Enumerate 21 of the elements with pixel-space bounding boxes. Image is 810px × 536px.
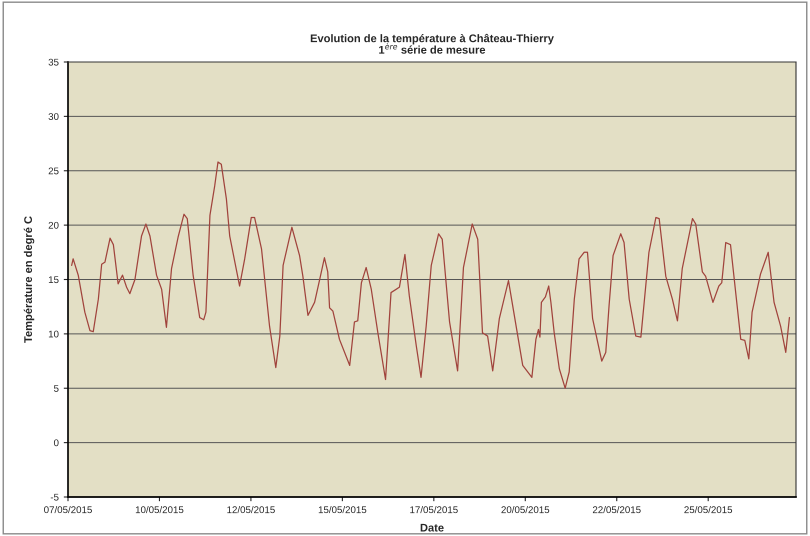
x-tick-label: 15/05/2015: [318, 506, 366, 514]
chart-title: Evolution de la température à Château-Thierry 1$^{ère}$ série de mesure: [310, 34, 554, 54]
x-tick-label: 25/05/2015: [684, 506, 732, 514]
y-tick-label: 20: [48, 222, 59, 229]
x-tick-label: 10/05/2015: [136, 506, 184, 514]
y-tick-label: 0: [54, 439, 59, 446]
y-axis-title: Température en degré C: [24, 216, 34, 343]
x-tick-label: 20/05/2015: [501, 506, 550, 514]
x-tick-label: 07/05/2015: [44, 506, 92, 514]
y-tick-label: 10: [48, 330, 59, 338]
y-tick-label: 25: [48, 167, 59, 174]
x-tick-label: 17/05/2015: [410, 506, 458, 514]
x-axis-title: Date: [420, 524, 444, 532]
x-tick-label: 22/05/2015: [592, 506, 641, 514]
y-tick-label: -5: [50, 494, 59, 501]
y-tick-label: 35: [48, 58, 59, 66]
y-tick-label: 15: [48, 276, 59, 284]
y-tick-label: 30: [48, 113, 59, 120]
x-tick-label: 12/05/2015: [227, 506, 275, 514]
y-tick-label: 5: [54, 385, 59, 392]
line-series: [71, 161, 790, 389]
